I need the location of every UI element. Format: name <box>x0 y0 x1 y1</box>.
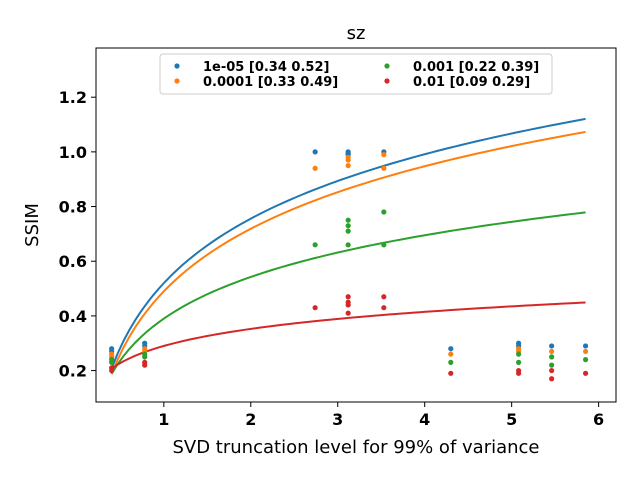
data-point-s2-14 <box>549 354 555 360</box>
fit-lines <box>110 117 586 375</box>
y-tick-label: 0.6 <box>59 252 87 271</box>
data-point-s1-4 <box>312 165 318 171</box>
legend-marker-1 <box>174 78 180 84</box>
data-point-s3-13 <box>516 370 522 376</box>
data-point-s3-14 <box>549 367 555 374</box>
fit-line-1 <box>110 130 586 375</box>
y-tick-label: 0.4 <box>59 307 87 326</box>
y-tick-label: 1.0 <box>59 143 87 162</box>
y-axis-ticks: 0.2 0.4 0.6 0.8 1.0 1.2 <box>59 88 96 381</box>
x-axis-label: SVD truncation level for 99% of variance <box>172 437 539 458</box>
legend-label-0: 1e-05 [0.34 0.52] <box>203 60 329 75</box>
y-tick-label: 0.2 <box>59 362 87 381</box>
data-point-s3-3 <box>142 362 148 368</box>
legend-marker-0 <box>174 63 180 69</box>
data-point-s0-12 <box>549 343 555 349</box>
data-point-s2-3 <box>142 354 148 360</box>
data-point-s2-11 <box>448 359 454 365</box>
data-point-s2-5 <box>345 217 351 223</box>
data-point-s1-7 <box>345 162 351 169</box>
data-point-s2-13 <box>516 359 522 365</box>
x-tick-label: 3 <box>332 410 343 429</box>
data-point-s3-11 <box>448 370 454 376</box>
data-point-s2-9 <box>381 209 387 215</box>
fit-line-0 <box>110 117 586 369</box>
data-point-s2-15 <box>549 362 555 368</box>
plot-frame <box>95 47 617 403</box>
x-tick-label: 5 <box>506 410 517 429</box>
data-point-s1-13 <box>549 348 555 355</box>
data-point-s2-6 <box>345 223 351 229</box>
x-tick-label: 2 <box>245 410 256 429</box>
data-point-s2-12 <box>516 351 522 357</box>
data-point-s2-16 <box>582 357 589 363</box>
x-tick-label: 6 <box>593 410 604 429</box>
data-point-s2-8 <box>345 242 351 248</box>
data-point-s3-1 <box>109 367 115 374</box>
data-point-s2-4 <box>312 242 318 248</box>
data-point-s3-10 <box>381 305 387 311</box>
data-point-s1-10 <box>448 351 454 357</box>
data-point-s1-8 <box>381 152 387 158</box>
legend-label-1: 0.0001 [0.33 0.49] <box>203 75 338 90</box>
legend-marker-3 <box>384 78 390 84</box>
legend: 1e-05 [0.34 0.52]0.0001 [0.33 0.49] 0.001… <box>159 53 553 95</box>
y-tick-label: 1.2 <box>59 88 87 107</box>
data-point-s0-4 <box>312 149 318 155</box>
data-point-s2-7 <box>345 228 351 234</box>
legend-marker-2 <box>384 63 390 69</box>
data-point-s2-10 <box>381 242 387 248</box>
fit-line-2 <box>110 211 586 375</box>
data-points <box>109 149 589 382</box>
data-point-s0-9 <box>448 346 454 352</box>
data-point-s3-15 <box>549 376 555 382</box>
data-point-s3-4 <box>312 305 318 311</box>
data-point-s2-1 <box>109 359 115 365</box>
data-point-s3-8 <box>345 310 351 316</box>
x-axis-ticks: 1 2 3 4 5 6 <box>158 402 604 429</box>
data-point-s3-7 <box>345 302 351 308</box>
y-axis-label: SSIM <box>22 203 43 247</box>
data-point-s3-9 <box>381 294 387 300</box>
legend-box <box>159 53 553 95</box>
fit-line-3 <box>111 301 586 370</box>
data-point-s3-5 <box>345 294 351 300</box>
data-point-s1-14 <box>582 348 589 355</box>
legend-label-3: 0.01 [0.09 0.29] <box>413 75 530 90</box>
x-tick-label: 1 <box>158 410 169 429</box>
legend-label-2: 0.001 [0.22 0.39] <box>413 60 539 75</box>
x-tick-label: 4 <box>419 410 430 429</box>
data-point-s0-13 <box>582 343 589 349</box>
chart-title: sz <box>347 23 366 44</box>
y-tick-label: 0.8 <box>59 198 87 217</box>
data-point-s1-9 <box>381 165 387 171</box>
data-point-s3-16 <box>582 370 589 376</box>
data-point-s1-6 <box>345 157 351 163</box>
